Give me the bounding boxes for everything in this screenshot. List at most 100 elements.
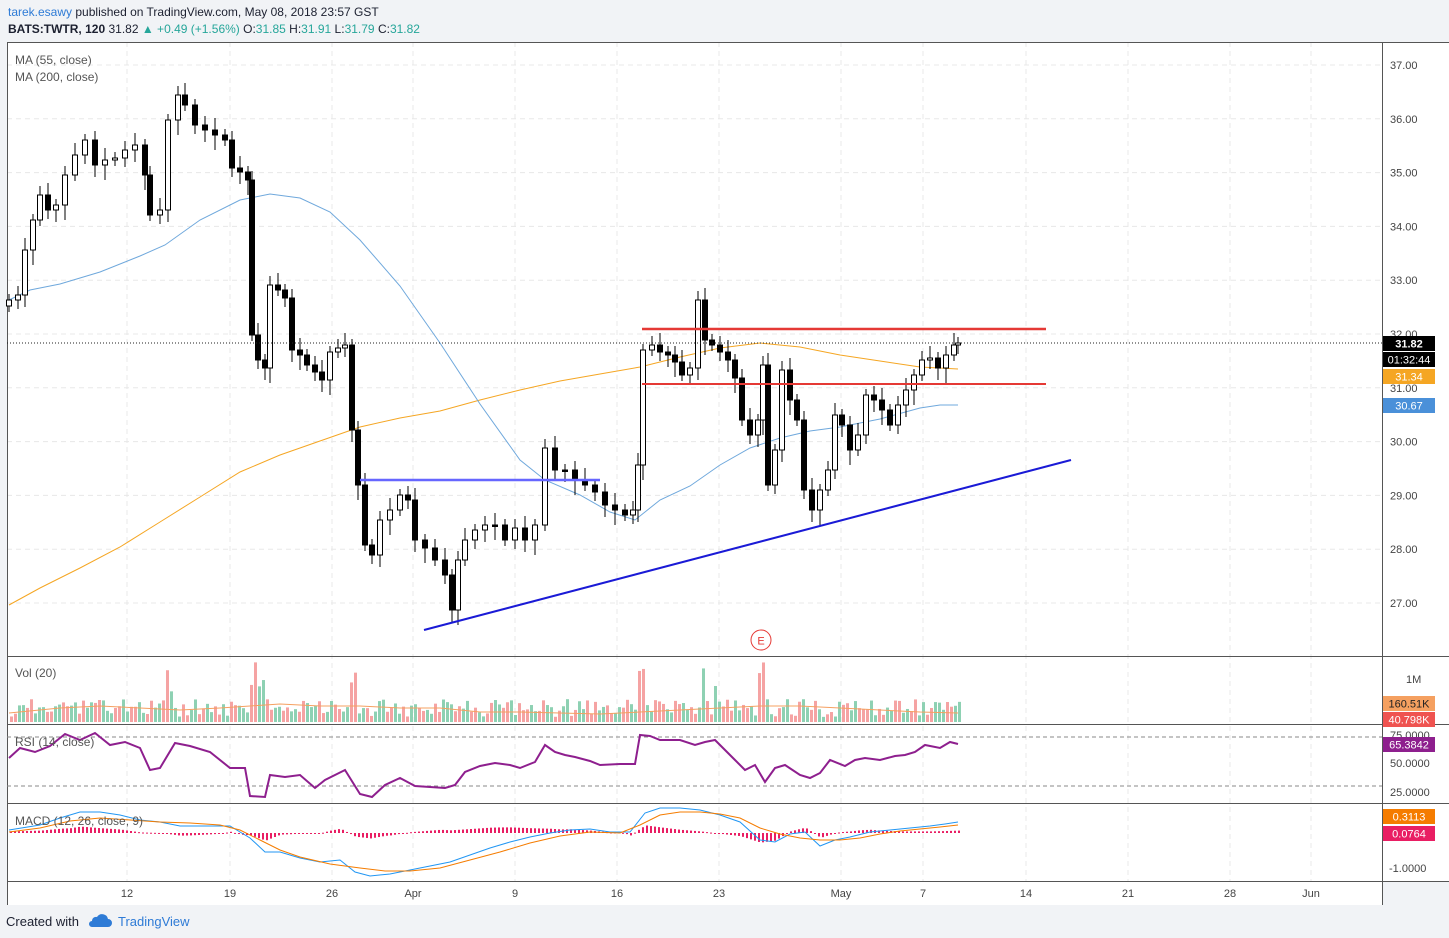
volume-bar — [902, 712, 905, 722]
tradingview-brand-link[interactable]: TradingView — [118, 914, 190, 929]
macd-histogram-bar — [474, 828, 476, 833]
macd-histogram-bar — [38, 830, 40, 833]
macd-histogram-bar — [814, 833, 816, 834]
volume-bar — [282, 710, 285, 722]
rsi-legend[interactable]: RSI (14, close) — [15, 735, 95, 749]
earnings-marker[interactable]: E — [750, 629, 772, 651]
price-tick-label: 33.00 — [1390, 275, 1418, 287]
volume-bar — [646, 705, 649, 722]
volume-bar — [730, 710, 733, 722]
macd-histogram-bar — [714, 833, 716, 834]
macd-histogram-bar — [82, 826, 84, 833]
rising-trendline[interactable] — [423, 459, 1072, 631]
macd-histogram-bar — [22, 831, 24, 833]
macd-histogram-bar — [234, 832, 236, 834]
volume-bar — [698, 707, 701, 722]
volume-bar — [942, 709, 945, 722]
candle-body — [355, 429, 361, 486]
macd-histogram-bar — [498, 827, 500, 833]
volume-bar — [142, 712, 145, 722]
macd-histogram-bar — [470, 829, 472, 833]
macd-pane[interactable] — [7, 804, 1382, 881]
macd-histogram-bar — [862, 830, 864, 833]
macd-histogram-bar — [170, 833, 172, 835]
volume-bar — [614, 712, 617, 722]
time-tick-label: 21 — [1122, 888, 1134, 900]
price-tick-label: 35.00 — [1390, 168, 1418, 180]
volume-legend[interactable]: Vol (20) — [15, 666, 57, 680]
candle-body — [442, 559, 448, 576]
volume-ma-line — [8, 703, 959, 715]
candle-body — [612, 504, 618, 511]
macd-histogram-bar — [414, 831, 416, 833]
macd-histogram-bar — [102, 828, 104, 833]
macd-histogram-bar — [314, 833, 316, 834]
volume-bar — [878, 708, 881, 722]
macd-histogram-bar — [842, 832, 844, 834]
volume-bar — [422, 710, 425, 722]
time-axis — [7, 881, 1382, 905]
macd-histogram-bar — [910, 831, 912, 833]
symbol-interval[interactable]: BATS:TWTR, 120 — [8, 22, 106, 36]
volume-bar — [950, 706, 953, 722]
volume-bar — [18, 705, 21, 722]
candle-body — [92, 139, 98, 166]
rsi-pane[interactable] — [7, 725, 1382, 803]
tradingview-cloud-icon[interactable] — [88, 913, 112, 932]
macd-histogram-bar — [698, 831, 700, 833]
candle-body — [192, 104, 198, 126]
volume-bar — [594, 701, 597, 722]
candle-body — [132, 144, 138, 151]
candle-body — [919, 359, 925, 376]
volume-bar — [266, 699, 269, 722]
volume-bar — [718, 701, 721, 722]
volume-bar — [930, 707, 933, 722]
candle-body — [62, 174, 68, 206]
ma200-badge-bg — [1383, 369, 1435, 384]
macd-histogram-bar — [410, 832, 412, 834]
volume-bar — [374, 711, 377, 722]
macd-legend[interactable]: MACD (12, 26, close, 9) — [15, 814, 144, 828]
macd-histogram-bar — [194, 833, 196, 836]
volume-bar — [778, 708, 781, 722]
candle-body — [472, 529, 478, 541]
macd-histogram-bar — [766, 833, 768, 842]
candle-body — [825, 469, 831, 491]
volume-bar — [754, 715, 757, 722]
macd-histogram-bar — [290, 833, 292, 835]
macd-histogram-bar — [382, 833, 384, 837]
volume-badges: 160.51K 40.798K — [1383, 696, 1435, 727]
ma200-legend[interactable]: MA (200, close) — [15, 70, 99, 84]
macd-histogram-bar — [922, 831, 924, 833]
volume-bar — [926, 714, 929, 722]
volume-bar — [814, 700, 817, 722]
volume-bar — [106, 710, 109, 722]
macd-histogram-bar — [882, 830, 884, 833]
ma55-legend[interactable]: MA (55, close) — [15, 53, 92, 67]
author-link[interactable]: tarek.esawy — [8, 5, 73, 19]
macd-histogram-bar — [746, 833, 748, 839]
chart-canvas[interactable]: E 27.0028.0029.0030.0031.0032.0033.0034.… — [0, 0, 1449, 905]
macd-histogram-bar — [462, 829, 464, 833]
macd-histogram-bar — [486, 827, 488, 833]
macd-histogram-bar — [442, 829, 444, 833]
volume-bar — [874, 715, 877, 722]
candle-body — [405, 494, 411, 501]
macd-histogram-bar — [914, 831, 916, 833]
volume-bar — [146, 714, 149, 722]
macd-histogram-bar — [634, 832, 636, 834]
candle-body — [809, 489, 815, 511]
volume-bar — [110, 713, 113, 722]
volume-bar — [486, 713, 489, 722]
macd-histogram-bar — [34, 830, 36, 833]
volume-bar — [662, 703, 665, 722]
volume-bar — [574, 709, 577, 722]
time-axis-labels: 12 19 26 Apr 9 16 23 May 7 14 21 28 Jun — [121, 888, 1320, 900]
price-pane[interactable] — [7, 42, 1382, 656]
volume-bar — [218, 714, 221, 722]
high-value: 31.91 — [301, 22, 332, 36]
volume-bar — [546, 705, 549, 722]
macd-histogram-bar — [282, 833, 284, 835]
volume-bar — [278, 706, 281, 722]
volume-bar — [46, 711, 49, 722]
